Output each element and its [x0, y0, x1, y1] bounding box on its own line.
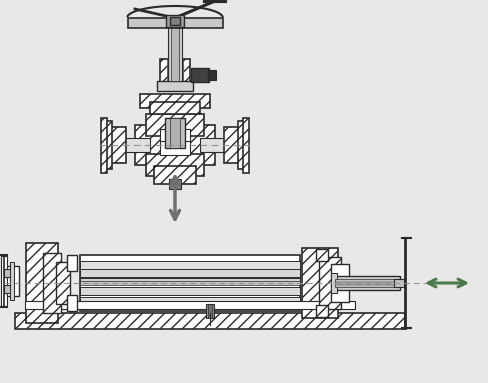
Bar	[67, 295, 77, 311]
Bar	[394, 279, 404, 287]
Bar	[200, 138, 240, 152]
Bar	[331, 273, 337, 293]
Bar	[80, 297, 300, 305]
Bar	[243, 118, 249, 172]
Bar	[4, 269, 12, 277]
Bar	[160, 135, 190, 155]
Bar	[166, 15, 184, 27]
Bar	[108, 127, 126, 163]
Bar	[168, 26, 182, 80]
Bar	[335, 282, 400, 285]
Bar	[80, 255, 300, 311]
Bar	[104, 121, 112, 169]
Bar	[160, 129, 190, 141]
Bar	[80, 278, 300, 284]
Bar	[56, 262, 70, 304]
Bar	[80, 287, 300, 295]
Bar	[101, 118, 107, 172]
Bar	[167, 59, 183, 87]
Bar	[1, 256, 7, 306]
Bar	[208, 304, 212, 318]
Bar	[110, 138, 150, 152]
Bar	[140, 94, 210, 108]
Bar	[165, 118, 185, 148]
Bar	[10, 262, 14, 300]
Bar	[43, 253, 61, 313]
Bar	[191, 68, 209, 82]
Bar	[160, 59, 190, 87]
Bar	[127, 18, 223, 28]
Bar	[224, 127, 242, 163]
Bar	[319, 257, 341, 309]
Bar	[67, 255, 77, 271]
Bar	[316, 249, 328, 261]
Bar	[150, 102, 200, 114]
Bar	[171, 26, 179, 80]
Bar	[335, 276, 400, 290]
Bar	[316, 305, 328, 317]
Bar	[238, 121, 246, 169]
Bar	[5, 266, 19, 296]
Bar	[25, 301, 355, 309]
Bar	[15, 313, 405, 329]
Bar	[302, 248, 338, 318]
Bar	[80, 269, 300, 277]
Bar	[170, 118, 180, 148]
Bar	[331, 264, 349, 302]
Bar	[80, 281, 300, 285]
Bar	[135, 125, 215, 165]
Bar	[146, 114, 204, 136]
Bar	[154, 166, 196, 184]
Bar	[206, 304, 214, 318]
Bar	[208, 70, 216, 80]
Bar	[4, 285, 12, 293]
Bar	[335, 279, 400, 287]
Bar	[170, 17, 180, 25]
Bar	[157, 81, 193, 91]
Bar	[169, 179, 181, 189]
Bar	[146, 154, 204, 176]
Bar	[80, 261, 300, 269]
Bar	[26, 243, 58, 323]
